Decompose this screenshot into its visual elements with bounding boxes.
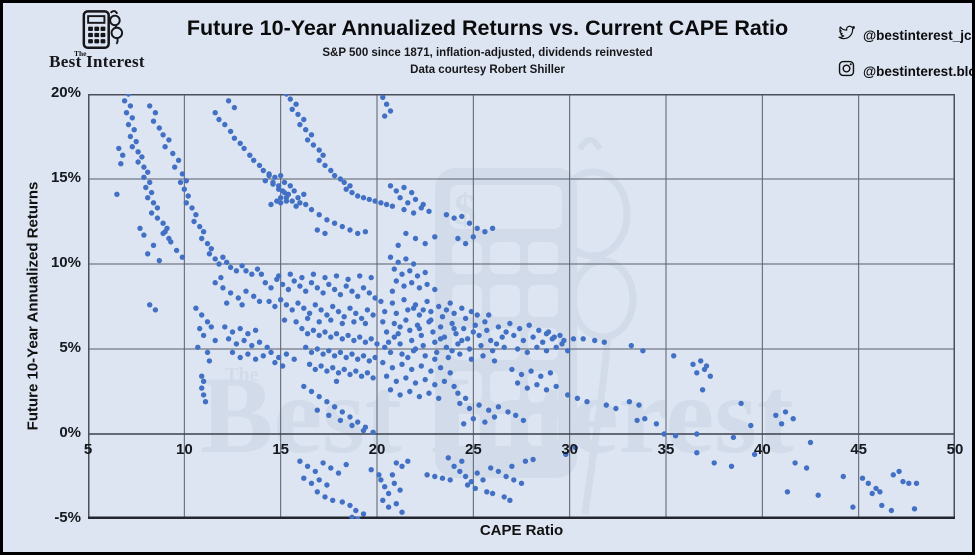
twitter-handle-text: @bestinterest_jc bbox=[863, 27, 972, 43]
instagram-handle[interactable]: @bestinterest.blog bbox=[837, 59, 975, 83]
brand-logo: The Best Interest bbox=[17, 5, 177, 77]
chart-title: Future 10-Year Annualized Returns vs. Cu… bbox=[186, 16, 789, 40]
instagram-icon bbox=[837, 59, 856, 83]
y-tick-label: 20% bbox=[50, 84, 81, 101]
x-tick-label: 35 bbox=[657, 441, 675, 458]
twitter-icon bbox=[837, 23, 856, 47]
data-credit: Data courtesy Robert Shiller bbox=[410, 64, 565, 76]
x-tick-label: 20 bbox=[368, 441, 386, 458]
brand-name: Best Interest bbox=[49, 52, 145, 71]
twitter-handle[interactable]: @bestinterest_jc bbox=[837, 23, 971, 47]
x-tick-label: 15 bbox=[272, 441, 289, 458]
y-tick-label: 15% bbox=[50, 169, 81, 186]
x-tick-label: 5 bbox=[83, 441, 93, 458]
x-tick-label: 25 bbox=[464, 441, 482, 458]
scatter-plot-svg: $ The Best Interest bbox=[88, 94, 955, 519]
y-tick-label: 0% bbox=[59, 424, 81, 441]
calculator-glasses-icon bbox=[77, 8, 127, 57]
x-tick-label: 30 bbox=[561, 441, 578, 458]
watermark-the: The bbox=[225, 364, 258, 386]
y-tick-label: -5% bbox=[54, 509, 81, 526]
x-tick-label: 45 bbox=[850, 441, 867, 458]
chart-subtitle: S&P 500 since 1871, inflation-adjusted, … bbox=[322, 47, 653, 59]
x-tick-label: 50 bbox=[946, 441, 964, 458]
y-tick-label: 10% bbox=[50, 254, 81, 271]
scatter-points bbox=[114, 94, 920, 519]
brand-the: The bbox=[74, 49, 87, 58]
plot-area: $ The Best Interest 5 10 15 20 25 30 35 40 45 50 bbox=[84, 94, 963, 519]
x-tick-label: 40 bbox=[753, 441, 771, 458]
y-tick-label: 5% bbox=[59, 339, 81, 356]
x-tick-label: 10 bbox=[175, 441, 193, 458]
x-axis-title: CAPE Ratio bbox=[479, 522, 564, 539]
y-axis-tick-labels: 20% 15% 10% 5% 0% -5% bbox=[37, 84, 81, 526]
instagram-handle-text: @bestinterest.blog bbox=[863, 63, 975, 79]
watermark-dollar: $ bbox=[454, 185, 476, 234]
